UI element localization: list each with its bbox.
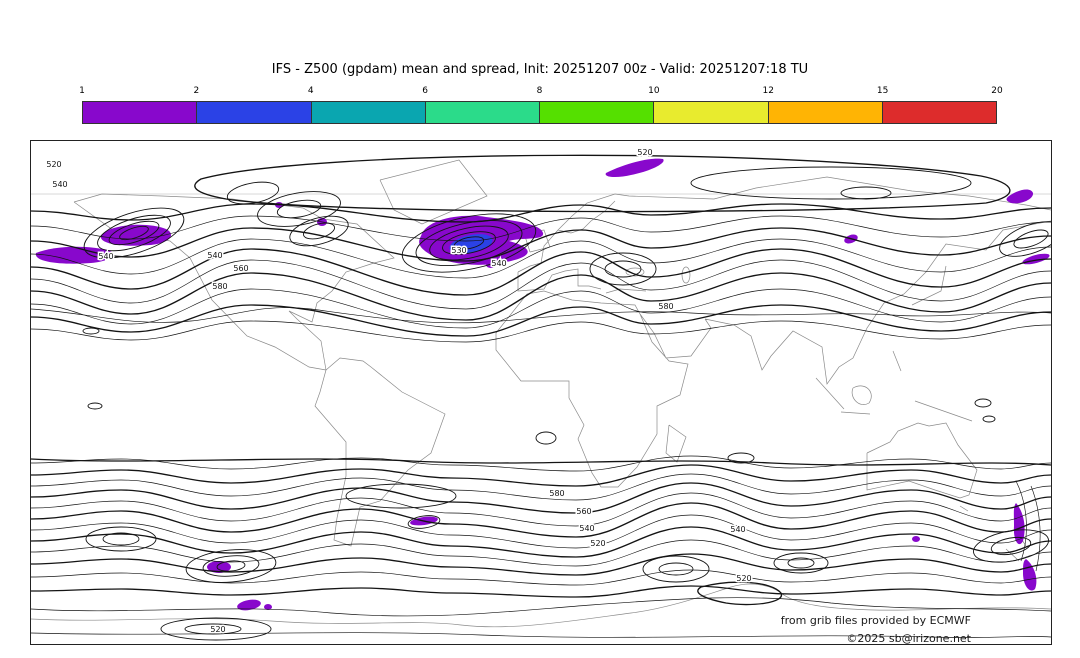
chart-title: IFS - Z500 (gpdam) mean and spread, Init… [271, 62, 809, 77]
spread-area [264, 604, 272, 610]
colorbar-tick-label: 2 [193, 86, 200, 96]
contour-label: 540 [491, 259, 506, 268]
contour-label: 540 [207, 251, 222, 260]
map-canvas: 520 540 540 540 560 580 520 530 540 580 580 560 540 5… [31, 147, 1051, 644]
spread-area [1023, 559, 1037, 591]
colorbar-segment [768, 102, 883, 123]
colorbar-tick-label: 12 [762, 86, 774, 96]
colorbar-tick-label: 1 [79, 86, 85, 96]
colorbar-tick-label: 4 [307, 86, 314, 96]
colorbar-segment [311, 102, 426, 123]
contour-label: 540 [98, 252, 113, 261]
spread-shading [35, 158, 1050, 611]
contour-lines [31, 203, 1051, 598]
contour-label: 580 [549, 489, 564, 498]
colorbar-tick-label: 15 [876, 86, 889, 96]
spread-area [237, 599, 261, 611]
colorbar-tick-row: 1 2 4 6 8 10 12 15 20 [79, 86, 1003, 99]
colorbar-tick-label: 6 [422, 86, 428, 96]
contour-label: 540 [52, 180, 67, 189]
colorbar-segment [425, 102, 540, 123]
contour-label: 530 [451, 246, 466, 255]
contour-label: 520 [210, 625, 225, 634]
contour-label: 520 [46, 160, 61, 169]
spread-area [912, 536, 920, 542]
spread-area [605, 158, 664, 178]
contour-label: 580 [658, 302, 673, 311]
contour-label: 520 [590, 539, 605, 548]
spread-area [35, 246, 113, 264]
colorbar-segment [197, 102, 312, 123]
contour-label: 560 [233, 264, 248, 273]
contour-label: 560 [576, 507, 591, 516]
attribution-line-1: from grib files provided by ECMWF [781, 614, 971, 627]
attribution-line-2: ©2025 sb@irizone.net [846, 632, 971, 644]
spread-area [1013, 503, 1025, 545]
colorbar-tick-label: 20 [991, 86, 1003, 96]
contour-label: 540 [579, 524, 594, 533]
colorbar-segment [654, 102, 769, 123]
colorbar-tick-label: 8 [536, 86, 543, 96]
colorbar-segment [540, 102, 655, 123]
contour-labels: 520 540 540 540 560 580 520 530 540 580 580 560 540 5… [45, 147, 753, 636]
colorbar-tick-label: 10 [648, 86, 660, 96]
spread-area [1006, 189, 1034, 204]
colorbar-segment [83, 102, 198, 123]
spread-area [207, 561, 231, 573]
contour-label: 520 [637, 148, 652, 157]
spread-colorbar: 1 2 4 6 8 10 12 15 20 [79, 86, 1003, 126]
world-map: 520 540 540 540 560 580 520 530 540 580 580 560 540 5… [30, 140, 1052, 645]
contour-lines-static [31, 154, 1051, 638]
contour-label: 520 [736, 574, 751, 583]
contour-rings [82, 166, 1051, 641]
contour-label: 580 [212, 282, 227, 291]
colorbar-scale [82, 101, 997, 124]
contour-label: 540 [730, 525, 745, 534]
colorbar-segment [882, 102, 996, 123]
